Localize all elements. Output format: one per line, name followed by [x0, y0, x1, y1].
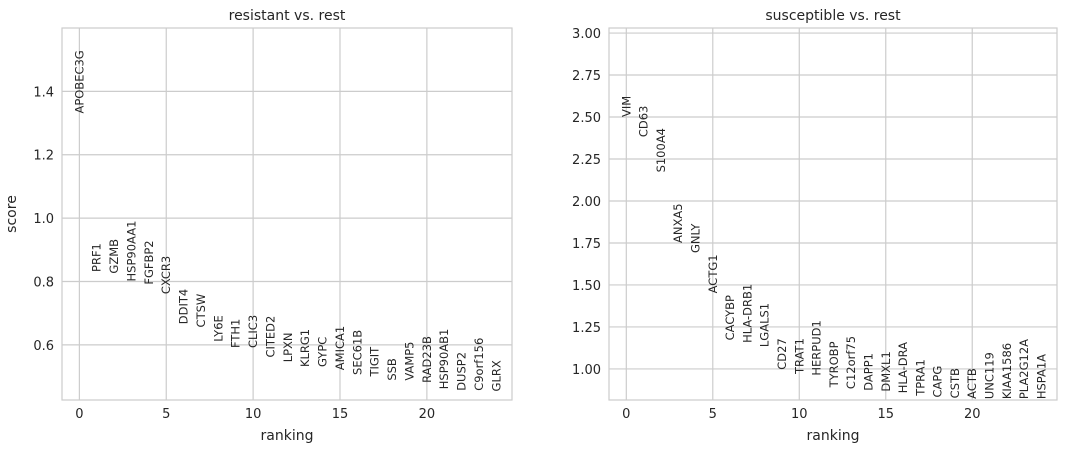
x-tick-label: 10	[245, 407, 262, 422]
gene-label: TYROBP	[827, 341, 841, 388]
gene-label: TPRA1	[913, 359, 927, 397]
gene-label: GNLY	[688, 223, 702, 253]
gene-label: SSB	[385, 358, 399, 381]
gene-label: DAPP1	[861, 353, 875, 391]
gene-label: RAD23B	[420, 336, 434, 383]
gene-label: DMXL1	[879, 351, 893, 391]
gene-label: FTH1	[229, 319, 243, 348]
gene-label: LPXN	[281, 332, 295, 362]
gene-label: PLA2G12A	[1017, 339, 1031, 399]
gene-label: HSPA1A	[1034, 354, 1048, 399]
x-tick-label: 0	[75, 407, 83, 422]
gene-label: ACTB	[965, 368, 979, 399]
y-tick-label: 2.75	[572, 69, 601, 84]
x-axis-label: ranking	[261, 428, 314, 444]
gene-label: FGFBP2	[142, 240, 156, 284]
gene-label: AMICA1	[333, 326, 347, 370]
gene-label: HSP90AB1	[437, 329, 451, 390]
x-axis-label: ranking	[807, 428, 860, 444]
gene-label: C12orf75	[844, 336, 858, 389]
x-tick-label: 20	[964, 407, 981, 422]
gene-label: DDIT4	[177, 289, 191, 324]
gene-label: HLA-DRB1	[740, 284, 754, 343]
gene-label: ANXA5	[671, 203, 685, 243]
y-tick-label: 0.6	[33, 339, 54, 354]
y-tick-label: 1.25	[572, 321, 601, 336]
gene-label: TIGIT	[368, 346, 382, 378]
gene-label: VIM	[619, 96, 633, 117]
gene-label: CXCR3	[159, 256, 173, 294]
gene-label: LY6E	[211, 315, 225, 342]
y-tick-label: 1.0	[33, 212, 54, 227]
gene-label: HLA-DRA	[896, 342, 910, 393]
gene-label: CITED2	[263, 316, 277, 358]
x-tick-label: 5	[162, 407, 170, 422]
gene-label: HSP90AA1	[124, 221, 138, 282]
gene-label: CAPG	[931, 366, 945, 398]
gene-label: GYPC	[316, 337, 330, 367]
y-tick-label: 2.25	[572, 153, 601, 168]
gene-label: LGALS1	[758, 303, 772, 347]
gene-label: CD63	[637, 106, 651, 138]
y-tick-label: 0.8	[33, 275, 54, 290]
gene-label: CTSW	[194, 294, 208, 328]
gene-label: PRF1	[90, 243, 104, 272]
y-tick-label: 1.00	[572, 363, 601, 378]
chart-title: resistant vs. rest	[229, 8, 346, 24]
gene-label: APOBEC3G	[72, 50, 86, 113]
x-tick-label: 0	[622, 407, 630, 422]
gene-label: GZMB	[107, 239, 121, 274]
y-tick-label: 3.00	[572, 27, 601, 42]
gene-label: CACYBP	[723, 295, 737, 340]
gene-label: CLIC3	[246, 315, 260, 348]
y-tick-label: 1.4	[33, 85, 54, 100]
x-tick-label: 15	[877, 407, 894, 422]
y-tick-label: 1.50	[572, 279, 601, 294]
gene-label: SEC61B	[350, 330, 364, 375]
gene-label: GLRX	[489, 360, 503, 391]
gene-label: CSTB	[948, 368, 962, 398]
gene-label: DUSP2	[455, 352, 469, 391]
gene-label: ACTG1	[706, 254, 720, 293]
axes-frame	[61, 27, 513, 401]
x-tick-label: 20	[419, 407, 436, 422]
y-tick-label: 1.2	[33, 149, 54, 164]
gene-label: HERPUD1	[810, 320, 824, 375]
y-axis-label: score	[4, 195, 20, 233]
y-tick-label: 2.50	[572, 111, 601, 126]
y-tick-label: 1.75	[572, 237, 601, 252]
gene-label: TRAT1	[792, 338, 806, 375]
gene-label: UNC119	[983, 352, 997, 399]
x-tick-label: 5	[709, 407, 717, 422]
chart-title: susceptible vs. rest	[765, 8, 901, 24]
x-tick-label: 15	[332, 407, 349, 422]
axes-frame	[608, 27, 1058, 401]
gene-label: CD27	[775, 338, 789, 370]
gene-label: KLRG1	[298, 329, 312, 367]
gene-label: KIAA1586	[1000, 343, 1014, 399]
y-tick-label: 2.00	[572, 195, 601, 210]
gene-label: VAMP5	[402, 341, 416, 380]
gene-label: C9orf156	[472, 338, 486, 391]
gene-label: S100A4	[654, 128, 668, 172]
x-tick-label: 10	[791, 407, 808, 422]
